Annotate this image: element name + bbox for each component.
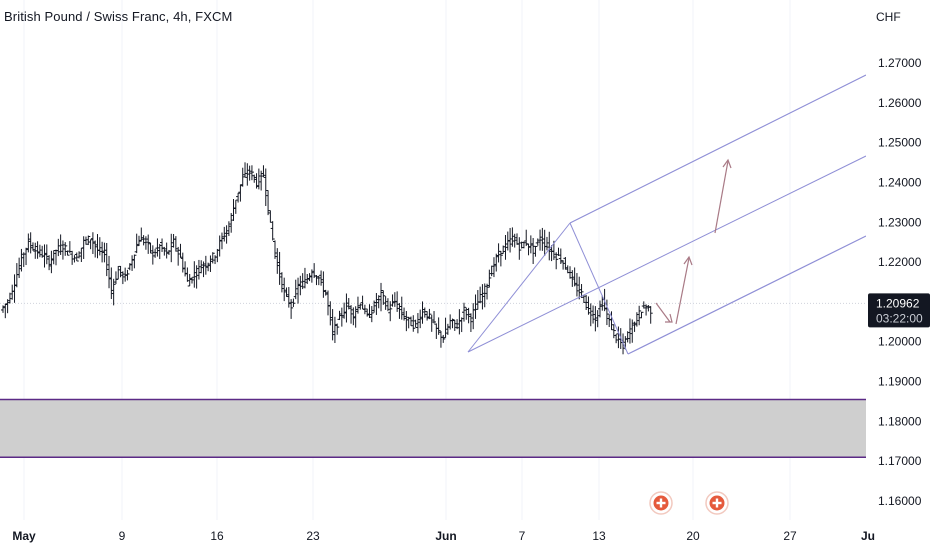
price-axis[interactable]: CHF 1.27000 1.26000 1.25000 1.24000 1.23000 1.… bbox=[866, 0, 932, 550]
time-axis-bg bbox=[0, 520, 932, 550]
channel-lower bbox=[627, 235, 867, 355]
arrow-head bbox=[722, 158, 732, 169]
y-tick-label: 1.22000 bbox=[878, 255, 922, 269]
x-tick-label: Ju bbox=[861, 529, 875, 543]
y-tick-label: 1.18000 bbox=[878, 414, 922, 428]
arrow-head bbox=[665, 313, 673, 323]
arrow-head bbox=[683, 255, 693, 266]
price-axis-bg bbox=[866, 0, 932, 550]
projection-arrows[interactable] bbox=[655, 158, 732, 325]
y-tick-label: 1.17000 bbox=[878, 454, 922, 468]
channel-upper bbox=[569, 74, 867, 224]
x-tick-label: 7 bbox=[519, 529, 526, 543]
y-tick-label: 1.19000 bbox=[878, 375, 922, 389]
currency-label: CHF bbox=[876, 10, 901, 24]
event-icon-cross-h bbox=[712, 501, 722, 505]
time-axis[interactable]: May 9 16 23 Jun 7 13 20 27 Ju bbox=[0, 520, 932, 550]
chart-title: British Pound / Swiss Franc, 4h, FXCM bbox=[4, 9, 233, 24]
x-tick-label: May bbox=[12, 529, 36, 543]
y-tick-label: 1.24000 bbox=[878, 175, 922, 189]
arrow-segment bbox=[675, 257, 690, 325]
arrow-segment bbox=[714, 160, 729, 234]
x-tick-label: 20 bbox=[686, 529, 700, 543]
channel-lower-left bbox=[467, 222, 571, 353]
x-tick-label: 9 bbox=[119, 529, 126, 543]
x-tick-label: 16 bbox=[210, 529, 224, 543]
y-tick-label: 1.23000 bbox=[878, 215, 922, 229]
channel-drop-segment bbox=[569, 222, 629, 355]
y-tick-label: 1.25000 bbox=[878, 136, 922, 150]
y-tick-label: 1.27000 bbox=[878, 56, 922, 70]
arrow-segment bbox=[655, 302, 671, 323]
price-channel[interactable] bbox=[467, 74, 867, 355]
event-icon-cross-h bbox=[656, 501, 666, 505]
y-tick-label: 1.26000 bbox=[878, 96, 922, 110]
x-tick-label: 27 bbox=[783, 529, 797, 543]
support-zone[interactable] bbox=[0, 399, 866, 458]
last-price-label: 1.20962 bbox=[876, 296, 920, 310]
economic-event-icon[interactable] bbox=[705, 491, 729, 515]
x-tick-label: 23 bbox=[306, 529, 320, 543]
channel-middle bbox=[467, 155, 867, 353]
x-tick-label: Jun bbox=[435, 529, 456, 543]
x-tick-label: 13 bbox=[592, 529, 606, 543]
ohlc-bars bbox=[1, 162, 653, 355]
y-tick-label: 1.16000 bbox=[878, 494, 922, 508]
y-tick-label: 1.20000 bbox=[878, 335, 922, 349]
last-price-badge bbox=[868, 293, 930, 328]
countdown-label: 03:22:00 bbox=[876, 311, 923, 325]
economic-event-icon[interactable] bbox=[649, 491, 673, 515]
